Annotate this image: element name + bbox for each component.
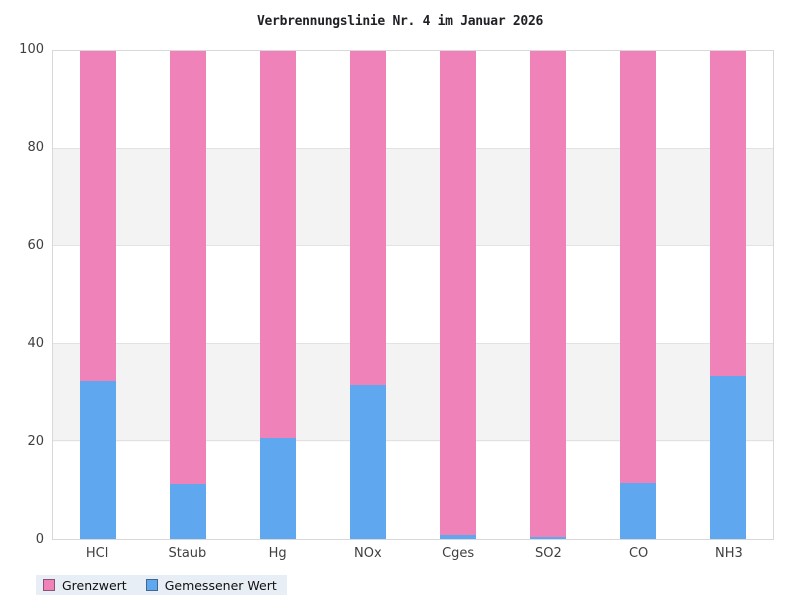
segment-gemessener-wert-NH3 <box>710 376 746 539</box>
bar-NH3 <box>710 51 746 539</box>
x-tick-label-Hg: Hg <box>268 546 287 561</box>
y-tick-label-40: 40 <box>27 336 44 351</box>
legend-label: Grenzwert <box>62 577 127 593</box>
segment-gemessener-wert-Hg <box>260 437 296 539</box>
x-tick-label-SO2: SO2 <box>534 546 562 561</box>
bar-slot-SO2 <box>503 51 593 539</box>
x-tick-label-Staub: Staub <box>168 546 207 561</box>
gridlines <box>53 51 773 539</box>
segment-grenzwert-NOx <box>350 51 386 385</box>
legend-label: Gemessener Wert <box>164 577 277 593</box>
plot-area <box>52 50 774 540</box>
grenzwert-color-swatch-icon <box>43 579 55 591</box>
y-tick-label-60: 60 <box>27 238 44 253</box>
x-tick-label-HCl: HCl <box>85 546 109 561</box>
legend: Grenzwert Gemessener Wert <box>36 575 287 595</box>
segment-gemessener-wert-Staub <box>170 483 206 539</box>
gridline-20 <box>53 440 773 442</box>
bar-slot-Hg <box>233 51 323 539</box>
y-tick-label-80: 80 <box>27 140 44 155</box>
x-tick-label-Cges: Cges <box>442 546 475 561</box>
legend-item-gemessener-wert: Gemessener Wert <box>145 577 277 593</box>
y-tick-label-0: 0 <box>35 532 44 547</box>
bar-NOx <box>350 51 386 539</box>
legend-item-grenzwert: Grenzwert <box>43 578 127 593</box>
x-tick-label-NOx: NOx <box>354 546 382 561</box>
bar-Staub <box>170 51 206 539</box>
segment-gemessener-wert-Cges <box>440 534 476 539</box>
bar-Hg <box>260 51 296 539</box>
segment-gemessener-wert-HCl <box>80 380 116 539</box>
chart-title: Verbrennungslinie Nr. 4 im Januar 2026 <box>256 14 543 29</box>
gridline-60 <box>53 245 773 247</box>
bar-slot-HCl <box>53 51 143 539</box>
segment-grenzwert-HCl <box>80 51 116 381</box>
y-tick-label-20: 20 <box>27 434 44 449</box>
bar-slot-NH3 <box>683 51 773 539</box>
bar-slot-CO <box>593 51 683 539</box>
bars-container <box>53 51 773 539</box>
bar-SO2 <box>530 51 566 539</box>
bar-slot-Cges <box>413 51 503 539</box>
bar-Cges <box>440 51 476 539</box>
bar-slot-Staub <box>143 51 233 539</box>
y-axis-tick-labels: 0 20 40 60 80 100 <box>0 42 44 547</box>
segment-gemessener-wert-SO2 <box>530 537 566 539</box>
gridline-40 <box>53 342 773 344</box>
bar-slot-NOx <box>323 51 413 539</box>
x-tick-label-NH3: NH3 <box>714 546 743 561</box>
bar-HCl <box>80 51 116 539</box>
segment-grenzwert-CO <box>620 51 656 483</box>
x-tick-label-CO: CO <box>628 546 649 561</box>
x-axis-tick-labels: HCl Staub Hg NOx Cges SO2 CO NH3 <box>52 546 774 561</box>
segment-grenzwert-Staub <box>170 51 206 484</box>
segment-gemessener-wert-NOx <box>350 384 386 539</box>
gemessener-wert-color-swatch-icon <box>145 579 158 591</box>
segment-grenzwert-SO2 <box>530 51 566 538</box>
segment-grenzwert-Hg <box>260 51 296 438</box>
y-tick-label-100: 100 <box>19 42 44 57</box>
segment-gemessener-wert-CO <box>620 482 656 539</box>
gridline-80 <box>53 147 773 149</box>
segment-grenzwert-NH3 <box>710 51 746 377</box>
segment-grenzwert-Cges <box>440 51 476 535</box>
bar-CO <box>620 51 656 539</box>
